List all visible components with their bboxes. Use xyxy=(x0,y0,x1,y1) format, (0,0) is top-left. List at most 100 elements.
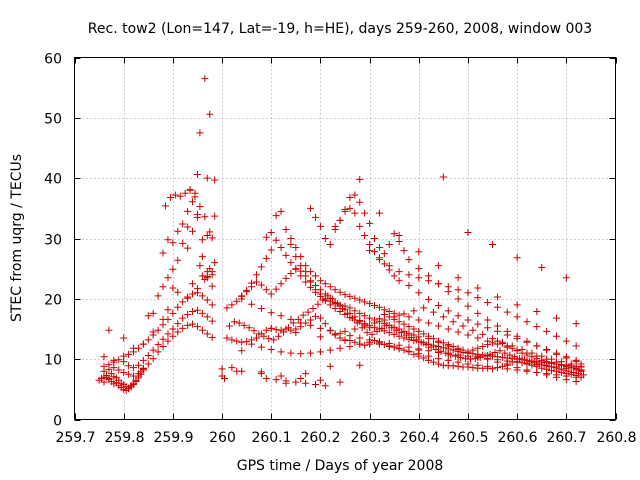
data-point xyxy=(272,212,280,220)
data-point xyxy=(351,209,359,217)
data-point xyxy=(184,294,192,302)
data-point xyxy=(366,321,374,329)
data-point xyxy=(444,350,452,358)
data-point xyxy=(208,282,216,290)
data-point xyxy=(181,189,189,197)
data-point xyxy=(366,300,374,308)
data-point xyxy=(169,239,177,247)
data-point xyxy=(572,373,580,381)
data-point xyxy=(508,342,516,350)
data-point xyxy=(454,286,462,294)
data-point xyxy=(260,332,268,340)
data-point xyxy=(552,332,560,340)
y-tick-labels: 0 10 20 30 40 50 60 xyxy=(44,52,62,430)
data-point xyxy=(267,246,275,254)
data-point xyxy=(415,248,423,256)
data-point xyxy=(211,259,219,267)
data-point xyxy=(439,361,447,369)
data-point xyxy=(248,300,256,308)
data-point xyxy=(484,337,492,345)
data-point xyxy=(287,235,295,242)
data-point xyxy=(361,298,369,306)
data-point xyxy=(267,309,275,317)
data-point xyxy=(405,347,413,355)
data-point xyxy=(105,374,113,382)
data-point xyxy=(159,342,167,350)
data-point xyxy=(346,314,354,322)
data-point xyxy=(341,336,349,344)
data-point xyxy=(132,376,140,384)
data-point xyxy=(380,306,388,314)
data-point xyxy=(206,110,214,118)
data-point xyxy=(174,303,182,311)
data-point xyxy=(169,265,177,273)
data-point xyxy=(125,362,133,370)
data-point xyxy=(385,342,393,350)
data-point xyxy=(434,355,442,363)
data-point xyxy=(287,241,295,249)
data-point xyxy=(395,268,403,276)
data-point xyxy=(120,368,128,376)
data-point xyxy=(169,332,177,340)
data-point xyxy=(548,355,556,363)
data-point xyxy=(503,343,511,351)
data-point xyxy=(193,306,201,314)
data-point xyxy=(484,316,492,324)
data-point xyxy=(366,219,374,227)
x-tick-label: 260.6 xyxy=(497,430,537,446)
data-point xyxy=(341,311,349,319)
data-point xyxy=(336,378,344,386)
data-point xyxy=(410,307,418,315)
data-point xyxy=(528,357,536,365)
data-point xyxy=(134,370,142,378)
data-point xyxy=(439,313,447,321)
data-point xyxy=(371,248,379,256)
data-point xyxy=(316,324,324,332)
data-point xyxy=(326,283,334,291)
data-point xyxy=(572,364,580,372)
data-point xyxy=(203,313,211,321)
data-point xyxy=(267,324,275,332)
x-tick-label: 259.8 xyxy=(104,430,144,446)
data-point xyxy=(390,343,398,351)
data-point xyxy=(434,301,442,309)
data-point xyxy=(336,344,344,352)
data-point xyxy=(572,358,580,366)
data-point xyxy=(277,244,285,252)
data-point xyxy=(228,336,236,344)
data-point xyxy=(262,254,270,262)
data-point xyxy=(405,271,413,279)
data-point xyxy=(479,342,487,350)
data-point xyxy=(513,346,521,354)
data-point xyxy=(375,256,383,264)
data-point xyxy=(262,374,270,382)
data-point xyxy=(257,343,265,351)
data-point xyxy=(464,349,472,357)
data-point xyxy=(307,321,315,329)
data-point xyxy=(430,358,438,366)
data-point xyxy=(184,207,192,215)
data-point xyxy=(368,330,376,338)
data-point xyxy=(184,321,192,329)
data-point xyxy=(287,269,295,277)
data-point xyxy=(179,239,187,247)
data-point xyxy=(203,273,211,281)
data-point xyxy=(211,212,219,220)
data-point xyxy=(351,316,359,324)
data-point xyxy=(201,213,209,221)
data-point xyxy=(299,311,307,319)
data-point xyxy=(484,298,492,306)
data-point xyxy=(552,371,560,379)
data-point xyxy=(282,251,290,259)
data-point xyxy=(538,358,546,366)
data-point xyxy=(400,346,408,354)
data-point xyxy=(430,341,438,349)
x-tick-label: 260.7 xyxy=(546,430,586,446)
data-point xyxy=(198,236,206,244)
data-point xyxy=(341,291,349,299)
data-point xyxy=(316,376,324,384)
data-point xyxy=(538,352,546,360)
data-point xyxy=(469,364,477,372)
data-point xyxy=(196,262,204,270)
data-point xyxy=(385,321,393,329)
